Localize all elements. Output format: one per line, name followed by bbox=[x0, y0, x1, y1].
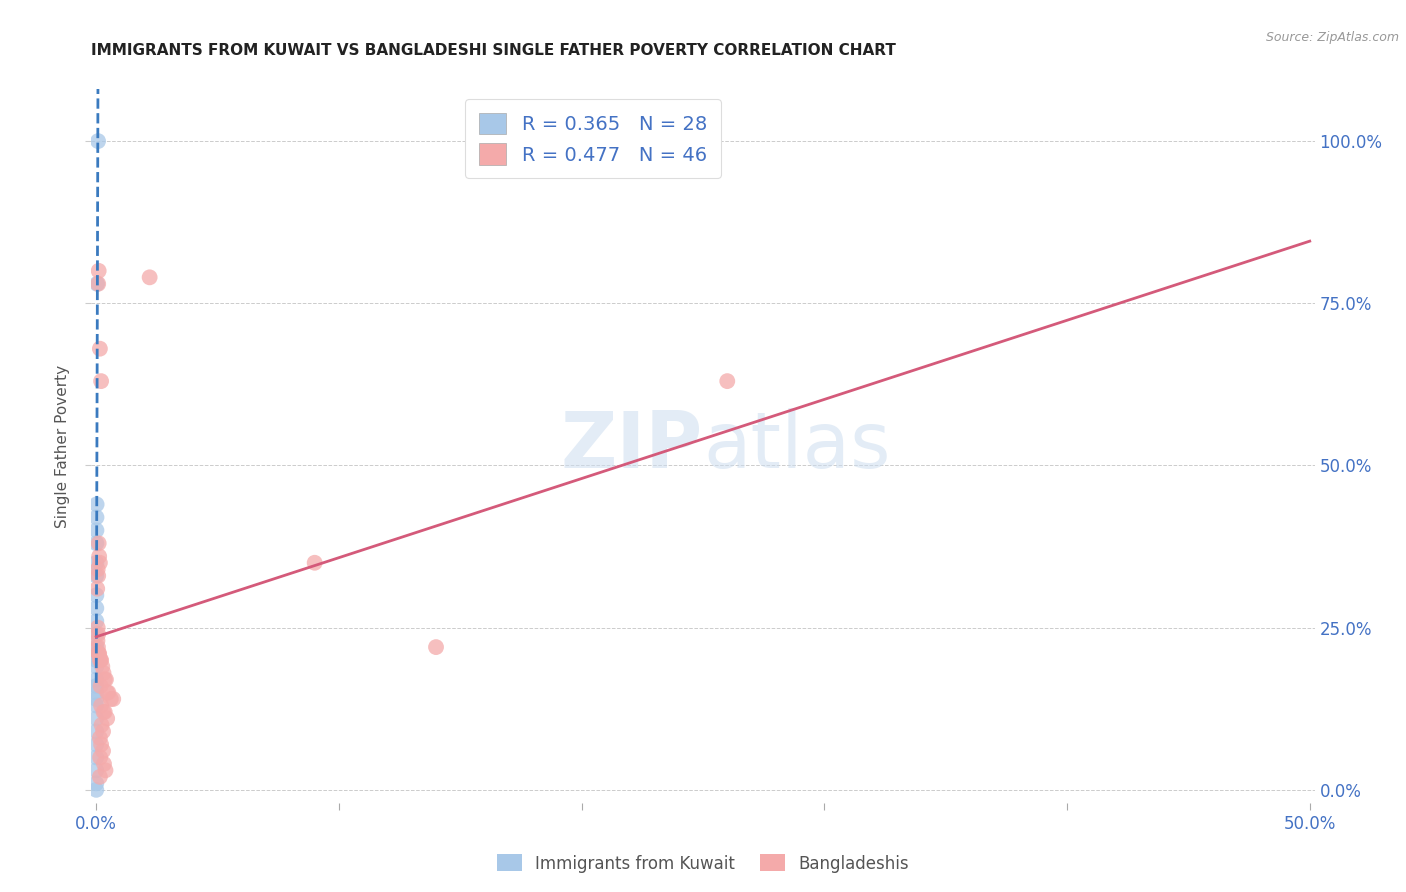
Point bbox=[84, 673, 107, 687]
Point bbox=[86, 497, 108, 511]
Point bbox=[84, 724, 107, 739]
Point bbox=[96, 711, 118, 725]
Point bbox=[90, 653, 112, 667]
Point bbox=[91, 724, 114, 739]
Point bbox=[93, 705, 115, 719]
Point bbox=[93, 756, 115, 771]
Point bbox=[84, 782, 107, 797]
Point bbox=[84, 659, 107, 673]
Point bbox=[86, 568, 108, 582]
Y-axis label: Single Father Poverty: Single Father Poverty bbox=[55, 365, 70, 527]
Point bbox=[84, 653, 107, 667]
Point bbox=[90, 698, 112, 713]
Point bbox=[84, 692, 107, 706]
Point bbox=[89, 750, 111, 764]
Point bbox=[138, 270, 160, 285]
Point bbox=[84, 647, 107, 661]
Point bbox=[84, 764, 107, 778]
Point bbox=[94, 764, 117, 778]
Point bbox=[87, 134, 110, 148]
Point bbox=[93, 705, 115, 719]
Point bbox=[87, 536, 110, 550]
Point bbox=[87, 627, 110, 641]
Point bbox=[90, 374, 112, 388]
Point bbox=[89, 770, 111, 784]
Point bbox=[86, 556, 108, 570]
Point bbox=[100, 692, 122, 706]
Point bbox=[84, 776, 107, 790]
Point bbox=[89, 556, 111, 570]
Point bbox=[89, 342, 111, 356]
Point bbox=[86, 633, 108, 648]
Point bbox=[86, 601, 108, 615]
Point bbox=[86, 536, 108, 550]
Point bbox=[87, 264, 110, 278]
Point bbox=[90, 679, 112, 693]
Point bbox=[86, 588, 108, 602]
Point bbox=[86, 621, 108, 635]
Point bbox=[87, 647, 110, 661]
Point bbox=[94, 673, 117, 687]
Point bbox=[89, 731, 111, 745]
Text: ZIP: ZIP bbox=[561, 408, 703, 484]
Point bbox=[86, 277, 108, 291]
Point bbox=[93, 666, 115, 681]
Point bbox=[425, 640, 447, 654]
Point bbox=[93, 673, 115, 687]
Point bbox=[84, 698, 107, 713]
Point bbox=[84, 685, 107, 699]
Point bbox=[716, 374, 738, 388]
Point bbox=[87, 647, 110, 661]
Point bbox=[84, 711, 107, 725]
Text: IMMIGRANTS FROM KUWAIT VS BANGLADESHI SINGLE FATHER POVERTY CORRELATION CHART: IMMIGRANTS FROM KUWAIT VS BANGLADESHI SI… bbox=[91, 43, 896, 58]
Legend: R = 0.365   N = 28, R = 0.477   N = 46: R = 0.365 N = 28, R = 0.477 N = 46 bbox=[465, 99, 720, 178]
Point bbox=[86, 562, 108, 576]
Point bbox=[86, 614, 108, 628]
Point bbox=[97, 685, 120, 699]
Point bbox=[86, 524, 108, 538]
Point bbox=[91, 744, 114, 758]
Point bbox=[86, 510, 108, 524]
Point bbox=[89, 647, 111, 661]
Point bbox=[87, 277, 110, 291]
Point bbox=[96, 685, 118, 699]
Point bbox=[90, 718, 112, 732]
Point bbox=[91, 659, 114, 673]
Point bbox=[84, 679, 107, 693]
Text: atlas: atlas bbox=[703, 408, 890, 484]
Point bbox=[84, 738, 107, 752]
Point bbox=[90, 738, 112, 752]
Point bbox=[84, 750, 107, 764]
Point bbox=[86, 582, 108, 596]
Point bbox=[304, 556, 326, 570]
Text: Source: ZipAtlas.com: Source: ZipAtlas.com bbox=[1265, 31, 1399, 45]
Point bbox=[90, 653, 112, 667]
Point bbox=[103, 692, 125, 706]
Point bbox=[89, 549, 111, 564]
Point bbox=[87, 568, 110, 582]
Legend: Immigrants from Kuwait, Bangladeshis: Immigrants from Kuwait, Bangladeshis bbox=[491, 847, 915, 880]
Point bbox=[84, 640, 107, 654]
Point bbox=[86, 627, 108, 641]
Point bbox=[87, 640, 110, 654]
Point bbox=[89, 653, 111, 667]
